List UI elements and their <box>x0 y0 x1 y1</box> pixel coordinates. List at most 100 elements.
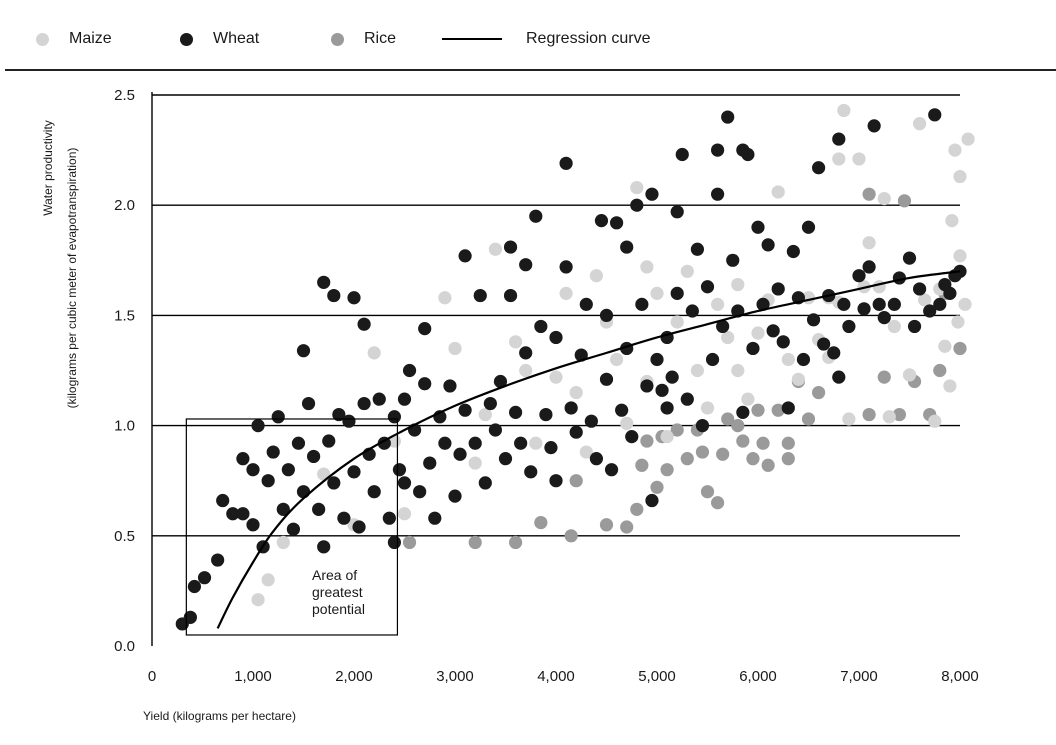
y-tick-label: 1.0 <box>114 418 135 435</box>
wheat-point <box>817 337 831 351</box>
wheat-point <box>478 476 492 490</box>
wheat-point <box>488 423 502 437</box>
maize-point <box>887 319 901 334</box>
maize-point <box>711 297 725 311</box>
wheat-point <box>387 535 401 550</box>
wheat-point <box>529 209 543 223</box>
maize-series <box>251 103 975 607</box>
wheat-point <box>301 396 316 411</box>
maize-point <box>559 286 573 300</box>
x-tick-label: 3,000 <box>436 668 474 685</box>
wheat-point <box>711 143 725 157</box>
x-tick-label: 8,000 <box>941 668 979 685</box>
rice-point <box>620 520 634 534</box>
wheat-point <box>675 147 689 162</box>
rice-point <box>892 407 907 422</box>
rice-point <box>564 529 578 543</box>
wheat-point <box>635 297 649 311</box>
maize-point <box>721 330 735 345</box>
wheat-point <box>226 507 240 521</box>
wheat-point <box>281 463 295 477</box>
x-tick-label: 4,000 <box>537 668 575 685</box>
wheat-point <box>771 282 785 296</box>
maize-point <box>781 352 795 367</box>
maize-point <box>589 269 604 283</box>
wheat-point <box>549 474 563 488</box>
maize-point <box>660 430 674 444</box>
wheat-point <box>640 379 654 393</box>
maize-point <box>951 315 965 329</box>
wheat-point <box>751 220 765 234</box>
maize-point <box>943 379 957 393</box>
y-tick-label: 0.0 <box>114 638 135 655</box>
rice-point <box>534 515 548 530</box>
maize-point <box>837 103 851 118</box>
rice-point <box>736 434 750 448</box>
maize-point <box>832 152 846 166</box>
wheat-point <box>332 407 346 422</box>
maize-point <box>741 392 755 406</box>
wheat-point <box>402 363 417 378</box>
wheat-point <box>266 445 280 459</box>
rice-point <box>862 187 876 201</box>
wheat-point <box>534 319 548 334</box>
wheat-point <box>736 405 750 419</box>
wheat-point <box>183 610 197 624</box>
maize-point <box>478 407 492 422</box>
wheat-point <box>832 370 846 384</box>
maize-point <box>731 363 745 378</box>
maize-point <box>928 414 942 428</box>
wheat-point <box>655 383 669 397</box>
wheat-point <box>519 258 533 272</box>
wheat-point <box>711 187 725 201</box>
wheat-point <box>342 414 356 428</box>
wheat-point <box>483 396 497 411</box>
wheat-point <box>347 465 361 479</box>
wheat-point <box>837 297 851 311</box>
y-tick-label: 2.5 <box>114 87 135 104</box>
rice-point <box>569 474 583 488</box>
wheat-point <box>372 392 386 406</box>
wheat-point <box>367 485 381 499</box>
rice-point <box>721 412 735 426</box>
wheat-point <box>458 403 472 417</box>
wheat-point <box>438 436 452 450</box>
maize-point <box>650 286 664 300</box>
maize-point <box>842 412 856 426</box>
wheat-point <box>544 441 558 455</box>
legend-label-rice: Rice <box>364 30 397 47</box>
maize-point <box>680 264 694 278</box>
rice-point <box>660 463 674 477</box>
wheat-point <box>246 463 260 477</box>
wheat-point <box>796 352 811 367</box>
wheat-point <box>271 410 285 424</box>
maize-marker-icon <box>36 32 49 46</box>
wheat-point <box>599 372 614 386</box>
wheat-point <box>503 288 518 303</box>
wheat-point <box>453 447 467 461</box>
grid-lines <box>151 92 960 646</box>
wheat-point <box>599 308 614 322</box>
maize-point <box>438 291 452 305</box>
y-tick-label: 0.5 <box>114 528 135 545</box>
wheat-point <box>645 187 659 201</box>
wheat-point <box>347 291 361 305</box>
maize-point <box>882 410 896 424</box>
rice-point <box>650 480 664 494</box>
wheat-point <box>928 108 942 122</box>
rice-point <box>731 419 745 433</box>
wheat-point <box>665 370 679 384</box>
x-tick-label: 6,000 <box>739 668 777 685</box>
wheat-point <box>741 147 755 162</box>
wheat-point <box>907 319 922 334</box>
wheat-point <box>428 511 442 525</box>
maize-point <box>902 368 917 382</box>
wheat-point <box>357 396 371 411</box>
maize-point <box>731 277 745 292</box>
legend-label-regression: Regression curve <box>526 30 651 47</box>
maize-point <box>953 169 967 184</box>
wheat-point <box>559 156 573 170</box>
maize-point <box>872 280 886 294</box>
maize-point <box>862 236 876 250</box>
